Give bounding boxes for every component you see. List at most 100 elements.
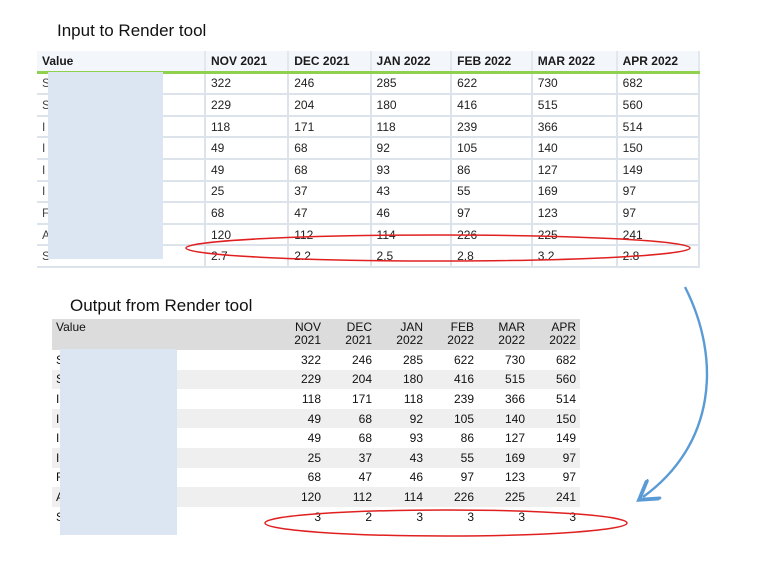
output-cell: 3 [569, 509, 576, 524]
output-cell: 239 [453, 391, 474, 406]
input-month-header: DEC 2021 [288, 51, 372, 74]
input-cell: 112 [288, 223, 372, 247]
output-month-header: JAN 2022 [376, 319, 427, 350]
input-cell: 118 [370, 115, 453, 139]
input-cell: 97 [616, 202, 701, 225]
input-cell: 93 [370, 158, 453, 182]
input-cell: 92 [370, 137, 453, 160]
input-cell: 97 [451, 202, 533, 225]
output-cell: 68 [325, 408, 376, 429]
redaction-box-input [48, 72, 163, 259]
output-month-header: MAR 2022 [478, 319, 529, 350]
input-cell: 515 [531, 94, 618, 117]
input-cell: 25 [205, 180, 290, 204]
output-row: I 118 171 118 239 366 514 [52, 389, 580, 409]
output-cell: 171 [351, 391, 372, 406]
output-cell: 285 [402, 352, 423, 367]
input-cell: 730 [531, 72, 618, 96]
input-cell: 123 [531, 202, 618, 225]
highlight-ellipse-input [185, 234, 691, 262]
input-cell: 246 [288, 72, 372, 96]
output-cell: 514 [555, 391, 576, 406]
output-cell: 49 [307, 431, 321, 446]
output-cell: 55 [427, 447, 478, 468]
input-month-header: NOV 2021 [205, 51, 290, 74]
output-row-label: I [56, 391, 60, 406]
input-cell: 55 [451, 180, 533, 204]
output-cell: 25 [274, 447, 325, 468]
output-cell: 112 [325, 487, 376, 507]
input-cell: 204 [288, 94, 372, 117]
input-cell: 2.5 [370, 245, 453, 268]
output-value-header: Value [52, 319, 274, 350]
output-header-row: Value NOV 2021 DEC 2021 JAN 2022 FEB 2022 MA… [52, 319, 580, 350]
input-cell: 46 [370, 202, 453, 225]
output-row-label: F [52, 468, 274, 488]
output-cell: 43 [376, 447, 427, 468]
output-cell: 49 [274, 408, 325, 429]
output-month-header: APR 2022 [529, 319, 580, 350]
output-cell: 37 [325, 447, 376, 468]
output-cell: 682 [555, 352, 576, 367]
input-cell: 43 [370, 180, 453, 204]
output-cell: 149 [555, 431, 576, 446]
output-cell: 114 [376, 487, 427, 507]
input-cell: 560 [616, 94, 701, 117]
input-cell: 171 [288, 115, 372, 139]
output-cell: 3 [314, 509, 321, 524]
output-cell: 229 [274, 369, 325, 390]
input-month-header: JAN 2022 [370, 51, 453, 74]
output-cell: 105 [427, 408, 478, 429]
output-cell: 120 [274, 487, 325, 507]
output-cell: 92 [376, 408, 427, 429]
output-row: I 49 68 93 86 127 149 [52, 428, 580, 448]
output-cell: 118 [301, 391, 321, 406]
input-cell: 118 [205, 115, 290, 139]
output-cell: 204 [325, 369, 376, 390]
input-cell: 366 [531, 115, 618, 139]
output-row: F 68 47 46 97 123 97 [52, 468, 580, 488]
input-cell: 239 [451, 115, 533, 139]
output-cell: 93 [409, 431, 423, 446]
input-cell: 416 [451, 94, 533, 117]
output-cell: 416 [427, 369, 478, 390]
input-cell: 68 [288, 137, 372, 160]
input-cell: 622 [451, 72, 533, 96]
input-header-row: Value NOV 2021 DEC 2021 JAN 2022 FEB 202… [37, 51, 701, 74]
output-cell: 246 [351, 352, 372, 367]
input-cell: 37 [288, 180, 372, 204]
input-caption: Input to Render tool [57, 21, 207, 40]
output-cell: 97 [562, 470, 576, 485]
input-cell: 322 [205, 72, 290, 96]
input-cell: 225 [531, 223, 618, 247]
input-row: S 229 204 180 416 515 560 [37, 94, 701, 117]
output-cell: 150 [529, 408, 580, 429]
output-cell: 68 [358, 431, 372, 446]
output-cell: 86 [460, 431, 474, 446]
output-cell: 169 [478, 447, 529, 468]
input-cell: 169 [531, 180, 618, 204]
output-cell: 515 [478, 369, 529, 390]
input-cell: 180 [370, 94, 453, 117]
output-caption: Output from Render tool [70, 296, 253, 315]
input-cell: 149 [616, 158, 701, 182]
input-cell: 140 [531, 137, 618, 160]
input-cell: 97 [616, 180, 701, 204]
output-cell: 127 [504, 431, 525, 446]
highlight-ellipse-output [264, 509, 628, 537]
output-cell: 46 [409, 470, 423, 485]
flow-arrow [643, 286, 709, 497]
output-cell: 3 [416, 509, 423, 524]
input-cell: 49 [205, 158, 290, 182]
output-cell: 622 [453, 352, 474, 367]
redaction-box-output [60, 349, 177, 535]
input-cell: 127 [531, 158, 618, 182]
output-cell: 2 [365, 509, 372, 524]
input-value-header: Value [37, 51, 206, 74]
output-month-header: FEB 2022 [427, 319, 478, 350]
input-cell: 49 [205, 137, 290, 160]
output-cell: 3 [467, 509, 474, 524]
output-cell: 97 [460, 470, 474, 485]
